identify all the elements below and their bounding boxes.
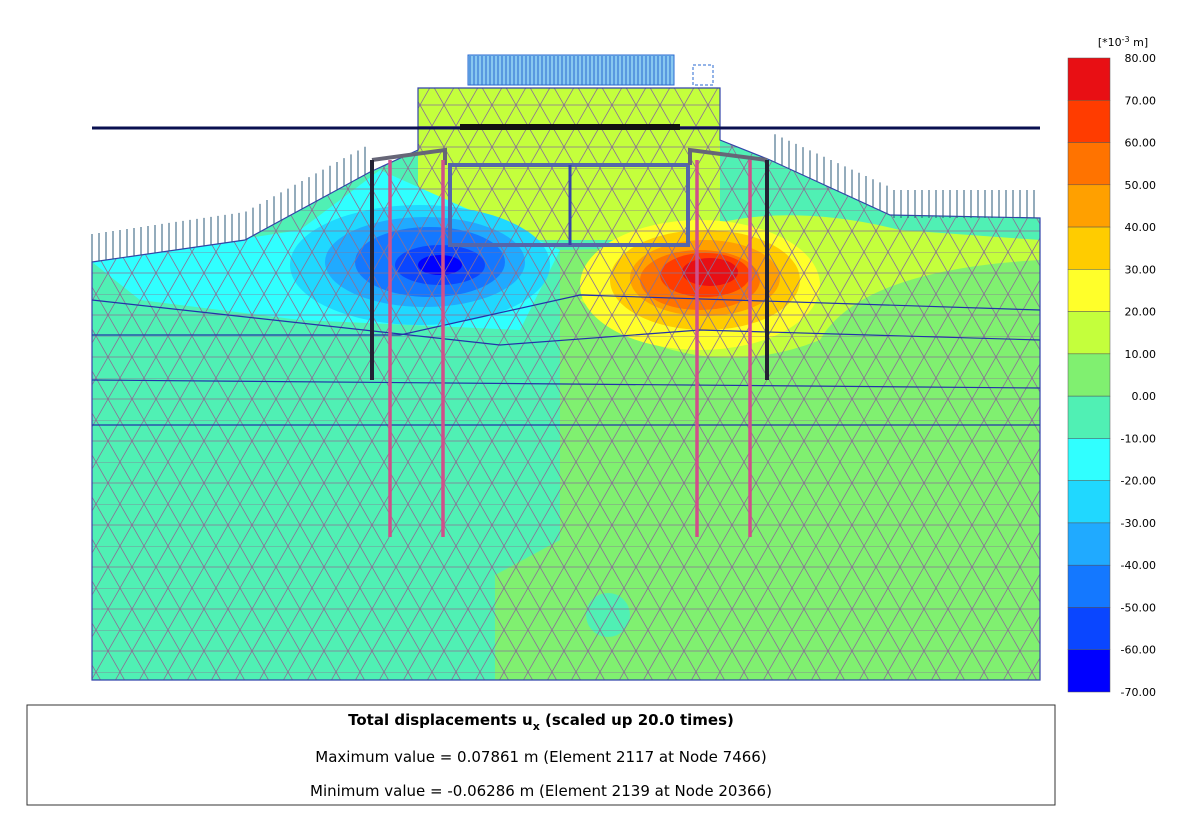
legend-swatch: [1067, 142, 1111, 186]
legend-label: -20.00: [1121, 475, 1156, 488]
legend-swatch: [1067, 395, 1111, 439]
legend-label: 30.00: [1125, 263, 1157, 276]
legend-label: 20.00: [1125, 306, 1157, 319]
legend-label: 80.00: [1125, 52, 1157, 65]
legend-label: -10.00: [1121, 432, 1156, 445]
legend-swatch: [1067, 438, 1111, 481]
legend-swatch: [1067, 100, 1111, 143]
legend-swatch: [1067, 522, 1111, 566]
surface-load: [467, 54, 675, 86]
title-suffix: (scaled up 20.0 times): [540, 711, 734, 729]
legend-swatch: [1067, 649, 1111, 693]
legend-swatch: [1067, 226, 1111, 270]
legend-swatch: [1067, 564, 1111, 608]
legend-label: 0.00: [1132, 390, 1157, 403]
legend-label: 50.00: [1125, 179, 1157, 192]
contour-plot: [92, 88, 1040, 680]
legend-label: -30.00: [1121, 517, 1156, 530]
unit-base: [*10: [1098, 36, 1122, 49]
title-subscript: x: [533, 720, 540, 733]
legend-swatch: [1067, 184, 1111, 228]
piles: [388, 160, 752, 537]
legend-swatch: [1067, 353, 1111, 397]
legend-label: 60.00: [1125, 137, 1157, 150]
load-arrows: [91, 56, 1035, 262]
legend-label: 10.00: [1125, 348, 1157, 361]
legend-swatch: [1067, 607, 1111, 650]
legend: [*10-3 m] 80.00 70.00 60.00 50.00 40.00 30.00…: [1067, 35, 1157, 699]
legend-label: -70.00: [1121, 686, 1156, 699]
unit-exponent: -3: [1122, 35, 1130, 44]
legend-label: 70.00: [1125, 94, 1157, 107]
mesh: [92, 88, 1040, 680]
slab: [460, 124, 680, 130]
legend-label: 40.00: [1125, 221, 1157, 234]
max-line: Maximum value = 0.07861 m (Element 2117 …: [315, 748, 766, 766]
layer-lines: [91, 294, 1041, 426]
unit-suffix: m]: [1130, 36, 1149, 49]
struts: [371, 147, 768, 165]
legend-label: -40.00: [1121, 559, 1156, 572]
legend-label: -50.00: [1121, 601, 1156, 614]
load-outline: [692, 64, 714, 86]
legend-swatch: [1067, 57, 1111, 101]
legend-swatch: [1067, 269, 1111, 312]
walls: [370, 160, 769, 380]
legend-label: -60.00: [1121, 644, 1156, 657]
legend-swatch: [1067, 311, 1111, 355]
legend-unit: [*10-3 m]: [1098, 35, 1148, 49]
title-prefix: Total displacements u: [348, 711, 533, 729]
info-box: [26, 704, 1056, 806]
info-title: Total displacements ux (scaled up 20.0 t…: [348, 711, 734, 733]
min-line: Minimum value = -0.06286 m (Element 2139…: [310, 782, 772, 800]
legend-swatch: [1067, 480, 1111, 524]
